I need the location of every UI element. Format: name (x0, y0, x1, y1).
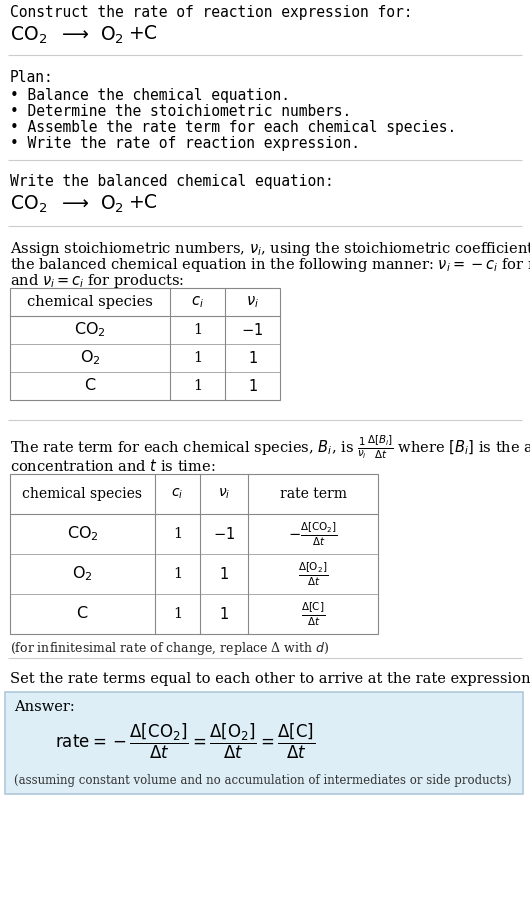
Text: • Balance the chemical equation.: • Balance the chemical equation. (10, 88, 290, 103)
Bar (5, 692, 523, 794)
Text: 1: 1 (193, 351, 202, 365)
Text: $\mathrm{C}$: $\mathrm{C}$ (76, 605, 89, 622)
Text: $1$: $1$ (248, 350, 258, 366)
Text: Answer:: Answer: (14, 700, 75, 714)
Text: $+ \mathrm{C}$: $+ \mathrm{C}$ (128, 194, 158, 212)
Text: $c_i$: $c_i$ (171, 487, 183, 501)
Text: Construct the rate of reaction expression for:: Construct the rate of reaction expressio… (10, 5, 412, 20)
Text: 1: 1 (193, 379, 202, 393)
Bar (10, 474, 378, 634)
Text: $\mathrm{CO_2}$: $\mathrm{CO_2}$ (10, 194, 47, 216)
Text: $-\frac{\Delta[\mathrm{CO_2}]}{\Delta t}$: $-\frac{\Delta[\mathrm{CO_2}]}{\Delta t}… (288, 521, 338, 548)
Text: (assuming constant volume and no accumulation of intermediates or side products): (assuming constant volume and no accumul… (14, 774, 511, 787)
Text: $\mathrm{O_2}$: $\mathrm{O_2}$ (100, 194, 124, 216)
Text: $\mathrm{rate} = -\dfrac{\Delta[\mathrm{CO_2}]}{\Delta t} = \dfrac{\Delta[\mathr: $\mathrm{rate} = -\dfrac{\Delta[\mathrm{… (55, 722, 315, 761)
Text: $\mathrm{CO_2}$: $\mathrm{CO_2}$ (67, 525, 99, 543)
Text: $\mathrm{CO_2}$: $\mathrm{CO_2}$ (10, 25, 47, 46)
Text: 1: 1 (173, 607, 182, 621)
Text: $\mathrm{CO_2}$: $\mathrm{CO_2}$ (74, 320, 106, 339)
Text: $\nu_i$: $\nu_i$ (218, 487, 230, 501)
Text: (for infinitesimal rate of change, replace Δ with $d$): (for infinitesimal rate of change, repla… (10, 640, 330, 657)
Text: and $\nu_i = c_i$ for products:: and $\nu_i = c_i$ for products: (10, 272, 184, 290)
Text: $c_i$: $c_i$ (191, 294, 204, 309)
Text: $\longrightarrow$: $\longrightarrow$ (58, 194, 90, 212)
Text: $\longrightarrow$: $\longrightarrow$ (58, 25, 90, 43)
Text: $\mathrm{O_2}$: $\mathrm{O_2}$ (80, 349, 100, 368)
Text: $1$: $1$ (219, 606, 229, 622)
Text: $-1$: $-1$ (242, 322, 263, 338)
Text: chemical species: chemical species (27, 295, 153, 309)
Text: • Write the rate of reaction expression.: • Write the rate of reaction expression. (10, 136, 360, 151)
Text: Set the rate terms equal to each other to arrive at the rate expression:: Set the rate terms equal to each other t… (10, 672, 530, 686)
Text: $1$: $1$ (248, 378, 258, 394)
Text: chemical species: chemical species (22, 487, 143, 501)
Text: The rate term for each chemical species, $B_i$, is $\frac{1}{\nu_i}\frac{\Delta[: The rate term for each chemical species,… (10, 434, 530, 461)
Text: Assign stoichiometric numbers, $\nu_i$, using the stoichiometric coefficients, $: Assign stoichiometric numbers, $\nu_i$, … (10, 240, 530, 258)
Text: $\frac{\Delta[\mathrm{O_2}]}{\Delta t}$: $\frac{\Delta[\mathrm{O_2}]}{\Delta t}$ (298, 561, 328, 588)
Text: 1: 1 (173, 567, 182, 581)
Text: 1: 1 (173, 527, 182, 541)
Text: $\mathrm{O_2}$: $\mathrm{O_2}$ (72, 564, 93, 583)
Text: Plan:: Plan: (10, 70, 54, 85)
Text: $1$: $1$ (219, 566, 229, 582)
Text: the balanced chemical equation in the following manner: $\nu_i = -c_i$ for react: the balanced chemical equation in the fo… (10, 256, 530, 274)
Text: • Determine the stoichiometric numbers.: • Determine the stoichiometric numbers. (10, 104, 351, 119)
Bar (10, 288, 280, 400)
Text: Write the balanced chemical equation:: Write the balanced chemical equation: (10, 174, 334, 189)
Text: • Assemble the rate term for each chemical species.: • Assemble the rate term for each chemic… (10, 120, 456, 135)
Text: rate term: rate term (279, 487, 347, 501)
Text: $\frac{\Delta[\mathrm{C}]}{\Delta t}$: $\frac{\Delta[\mathrm{C}]}{\Delta t}$ (301, 601, 325, 628)
Text: $\nu_i$: $\nu_i$ (246, 294, 259, 309)
Text: $\mathrm{C}$: $\mathrm{C}$ (84, 378, 96, 395)
Text: $\mathrm{O_2}$: $\mathrm{O_2}$ (100, 25, 124, 46)
Text: $+ \mathrm{C}$: $+ \mathrm{C}$ (128, 25, 158, 43)
Text: concentration and $t$ is time:: concentration and $t$ is time: (10, 458, 216, 474)
Text: 1: 1 (193, 323, 202, 337)
Text: $-1$: $-1$ (213, 526, 235, 542)
